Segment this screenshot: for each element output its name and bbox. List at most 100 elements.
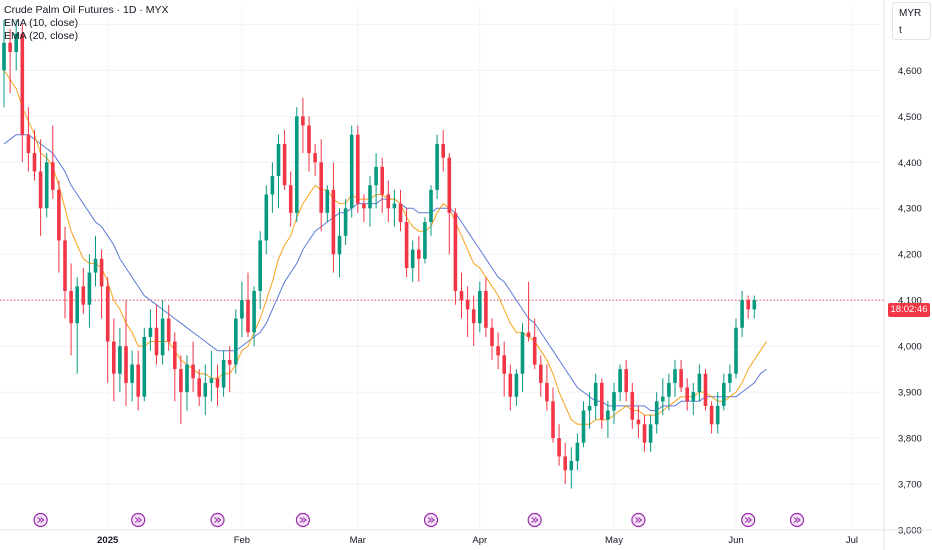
candle-body[interactable] <box>636 419 641 425</box>
candle-body[interactable] <box>20 33 25 135</box>
candle-body[interactable] <box>478 290 482 324</box>
candle-body[interactable] <box>471 309 476 324</box>
candle-body[interactable] <box>685 387 689 402</box>
candle-body[interactable] <box>386 194 391 209</box>
candle-body[interactable] <box>313 153 317 163</box>
candle-body[interactable] <box>490 327 494 347</box>
candle-body[interactable] <box>203 382 208 397</box>
candle-body[interactable] <box>362 203 366 209</box>
candle-body[interactable] <box>587 405 592 411</box>
candle-body[interactable] <box>221 359 226 388</box>
candle-body[interactable] <box>209 378 214 383</box>
candle-body[interactable] <box>624 369 628 393</box>
candle-body[interactable] <box>703 373 708 406</box>
candle-body[interactable] <box>691 392 696 402</box>
candle-body[interactable] <box>746 300 750 310</box>
candle-body[interactable] <box>270 176 275 195</box>
candle-body[interactable] <box>734 327 738 374</box>
candle-body[interactable] <box>673 369 677 383</box>
candle-body[interactable] <box>75 286 79 324</box>
candle-body[interactable] <box>368 185 372 209</box>
candle-body[interactable] <box>740 300 744 328</box>
candle-body[interactable] <box>545 382 549 402</box>
candle-body[interactable] <box>569 461 574 471</box>
candle-body[interactable] <box>532 336 537 365</box>
candle-body[interactable] <box>87 272 92 305</box>
candle-body[interactable] <box>526 332 531 337</box>
candle-body[interactable] <box>380 166 384 195</box>
candle-body[interactable] <box>227 359 232 365</box>
candle-body[interactable] <box>197 378 201 397</box>
candle-body[interactable] <box>295 116 299 213</box>
candle-body[interactable] <box>502 355 506 374</box>
candle-body[interactable] <box>441 143 445 158</box>
candle-body[interactable] <box>728 373 732 383</box>
candle-body[interactable] <box>642 424 647 443</box>
candle-body[interactable] <box>112 341 116 374</box>
candle-body[interactable] <box>404 222 409 268</box>
candle-body[interactable] <box>661 396 665 402</box>
candle-body[interactable] <box>343 208 348 236</box>
candle-body[interactable] <box>514 373 519 397</box>
candle-body[interactable] <box>191 364 195 379</box>
candle-body[interactable] <box>337 235 342 255</box>
candle-body[interactable] <box>618 369 622 393</box>
candle-body[interactable] <box>715 405 720 425</box>
candle-body[interactable] <box>447 157 452 213</box>
candle-body[interactable] <box>215 378 220 388</box>
candle-body[interactable] <box>32 153 37 172</box>
candle-body[interactable] <box>648 424 653 443</box>
candle-body[interactable] <box>252 290 256 333</box>
currency-unit-button[interactable]: MYR t <box>892 2 931 40</box>
candle-body[interactable] <box>679 369 683 388</box>
candle-body[interactable] <box>288 185 293 213</box>
candle-body[interactable] <box>301 116 305 126</box>
ema10-legend[interactable]: EMA (10, close) <box>4 17 79 29</box>
candle-body[interactable] <box>63 240 67 291</box>
candle-body[interactable] <box>417 249 421 259</box>
candle-body[interactable] <box>484 290 488 328</box>
candle-body[interactable] <box>276 143 281 177</box>
candle-body[interactable] <box>374 166 378 186</box>
candle-body[interactable] <box>410 249 415 268</box>
ema20-legend[interactable]: EMA (20, close) <box>4 30 79 42</box>
candle-body[interactable] <box>667 382 671 397</box>
candle-body[interactable] <box>606 410 610 420</box>
candle-body[interactable] <box>697 373 702 393</box>
candle-body[interactable] <box>307 125 311 154</box>
candle-body[interactable] <box>331 189 336 255</box>
candle-body[interactable] <box>654 401 659 425</box>
candle-body[interactable] <box>465 300 470 310</box>
candle-body[interactable] <box>57 189 61 241</box>
candle-body[interactable] <box>118 346 122 374</box>
candle-body[interactable] <box>349 134 354 209</box>
candle-body[interactable] <box>557 438 561 457</box>
candle-body[interactable] <box>166 318 171 342</box>
candle-body[interactable] <box>44 162 49 209</box>
candle-body[interactable] <box>630 392 635 420</box>
candle-body[interactable] <box>453 212 458 291</box>
candle-body[interactable] <box>423 222 427 259</box>
candle-body[interactable] <box>539 364 543 383</box>
candle-body[interactable] <box>258 240 262 291</box>
candle-body[interactable] <box>392 203 397 209</box>
candle-body[interactable] <box>51 162 55 190</box>
candle-body[interactable] <box>246 300 250 333</box>
candle-body[interactable] <box>508 373 513 397</box>
candle-body[interactable] <box>148 327 153 337</box>
candle-body[interactable] <box>99 258 104 287</box>
candle-body[interactable] <box>600 382 604 420</box>
candle-body[interactable] <box>234 318 238 365</box>
candle-body[interactable] <box>2 42 6 71</box>
candle-body[interactable] <box>179 369 183 393</box>
candle-body[interactable] <box>459 290 464 301</box>
candle-body[interactable] <box>593 382 598 406</box>
candle-body[interactable] <box>612 392 616 411</box>
candle-body[interactable] <box>105 286 110 342</box>
candle-body[interactable] <box>124 346 128 383</box>
candle-body[interactable] <box>496 346 500 356</box>
candle-body[interactable] <box>185 364 189 393</box>
candle-body[interactable] <box>520 332 525 374</box>
candle-body[interactable] <box>264 194 269 241</box>
